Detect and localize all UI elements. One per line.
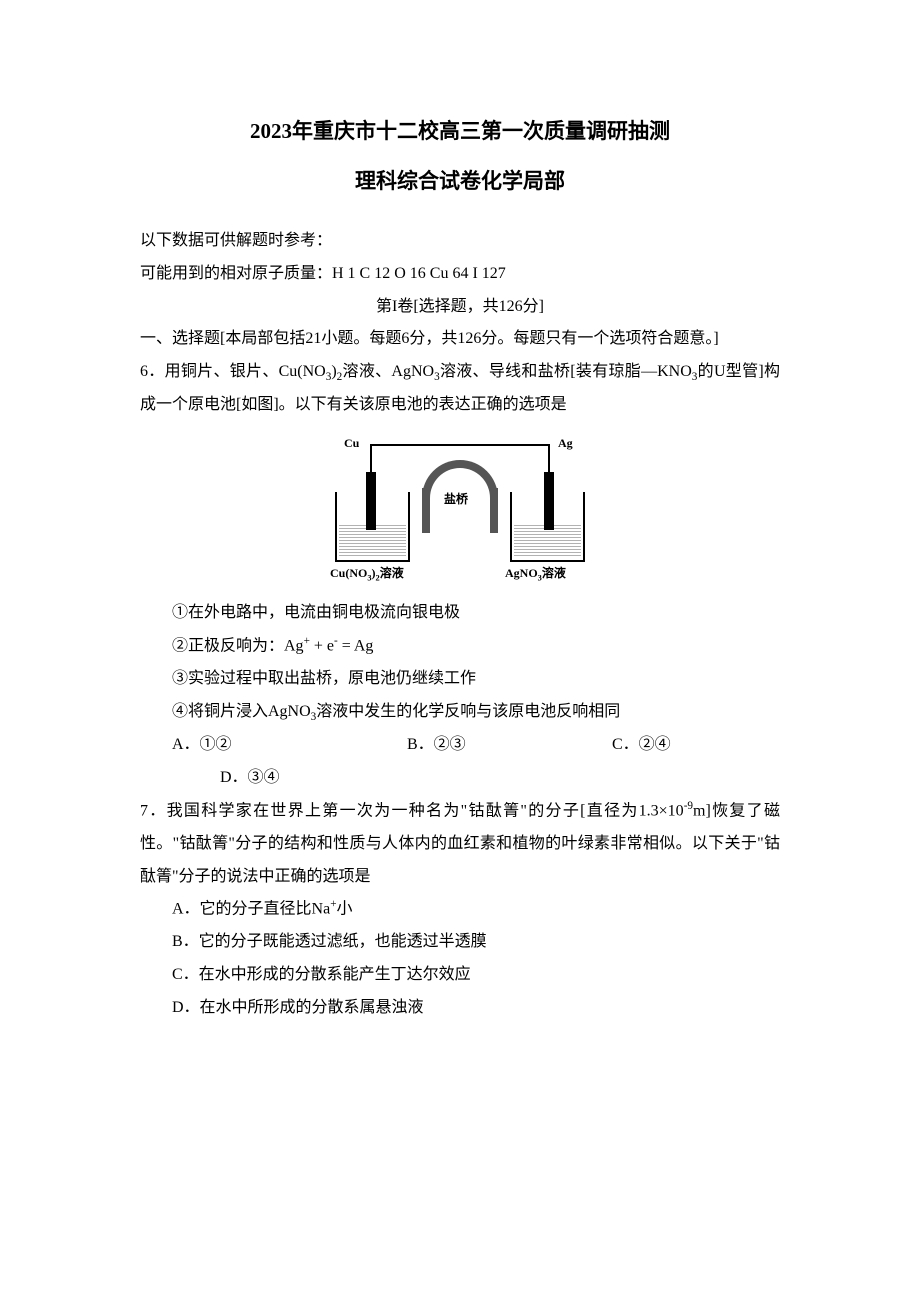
section-header: 第I卷[选择题，共126分]	[140, 291, 780, 324]
section-intro: 一、选择题[本局部包括21小题。每题6分，共126分。每题只有一个选项符合题意。…	[140, 323, 780, 356]
label-solution-left: Cu(NO3)2溶液	[330, 564, 404, 582]
main-title: 2023年重庆市十二校高三第一次质量调研抽测	[140, 115, 780, 145]
q7-option-b: B．它的分子既能透过滤纸，也能透过半透膜	[140, 926, 780, 959]
intro-line-2: 可能用到的相对原子质量：H 1 C 12 O 16 Cu 64 I 127	[140, 258, 780, 291]
q6-option-c: C．②④	[612, 729, 671, 762]
label-cu: Cu	[344, 436, 359, 451]
q6-item4: ④将铜片浸入AgNO3溶液中发生的化学反响与该原电池反响相同	[140, 696, 780, 729]
q6-diagram: Cu Ag 盐桥 Cu(NO3)2溶液 AgNO3溶液	[140, 432, 780, 587]
label-ag: Ag	[558, 436, 573, 451]
label-solution-right: AgNO3溶液	[505, 564, 566, 582]
q6-option-d: D．③④	[140, 762, 780, 795]
q7-option-a: A．它的分子直径比Na+小	[140, 893, 780, 926]
q6-item1: ①在外电路中，电流由铜电极流向银电极	[140, 597, 780, 630]
q7-stem: 7．我国科学家在世界上第一次为一种名为"钴酞箐"的分子[直径为1.3×10-9m…	[140, 795, 780, 894]
q6-option-a: A．①②	[172, 729, 407, 762]
q6-item3: ③实验过程中取出盐桥，原电池仍继续工作	[140, 663, 780, 696]
q7-option-d: D．在水中所形成的分散系属悬浊液	[140, 992, 780, 1025]
q6-option-b: B．②③	[407, 729, 612, 762]
q6-item2: ②正极反响为：Ag+ + e- = Ag	[140, 630, 780, 663]
sub-title: 理科综合试卷化学局部	[140, 165, 780, 195]
q6-stem: 6．用铜片、银片、Cu(NO3)2溶液、AgNO3溶液、导线和盐桥[装有琼脂—K…	[140, 356, 780, 422]
intro-line-1: 以下数据可供解题时参考：	[140, 225, 780, 258]
label-salt-bridge: 盐桥	[444, 490, 468, 507]
q7-option-c: C．在水中形成的分散系能产生丁达尔效应	[140, 959, 780, 992]
q6-options: A．①② B．②③ C．②④	[140, 729, 780, 762]
